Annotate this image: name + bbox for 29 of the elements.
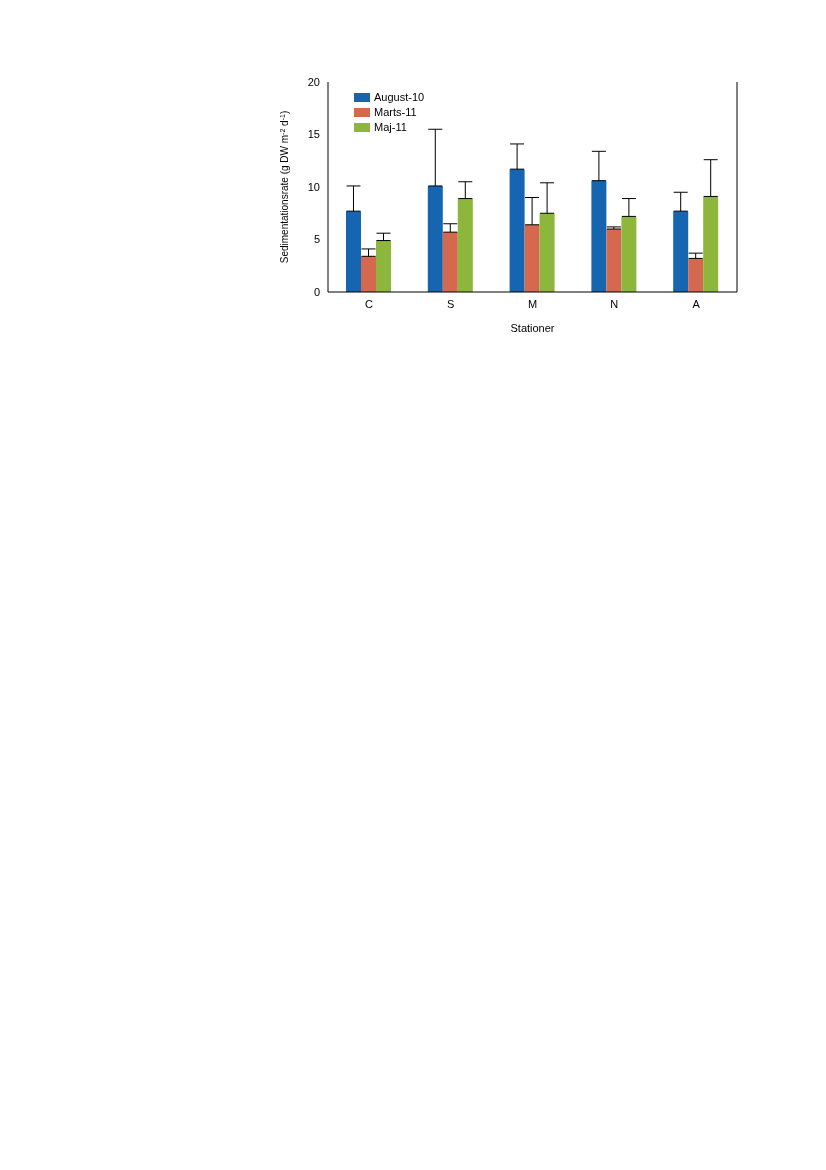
- y-tick-label: 15: [307, 128, 320, 141]
- bar: [442, 232, 458, 292]
- bar: [361, 256, 376, 292]
- y-tick-label: 10: [307, 180, 320, 193]
- y-tick-label: 5: [313, 233, 320, 246]
- bar: [591, 180, 607, 292]
- bar: [509, 169, 525, 292]
- x-tick-label: N: [610, 297, 619, 310]
- bar: [621, 216, 637, 292]
- y-tick-label: 20: [307, 75, 320, 88]
- bar: [539, 213, 555, 292]
- bar: [346, 211, 361, 292]
- bar: [703, 196, 719, 292]
- legend-label: August-10: [374, 90, 425, 105]
- x-tick-label: C: [364, 297, 373, 310]
- x-tick-label: S: [447, 297, 455, 310]
- bar: [457, 198, 473, 292]
- legend-label: Marts-11: [374, 105, 417, 120]
- y-tick-label: 0: [313, 285, 320, 298]
- bar: [688, 258, 704, 292]
- bar: [427, 185, 443, 292]
- bar: [606, 229, 622, 292]
- x-tick-label: M: [527, 297, 538, 310]
- bar: [673, 211, 689, 292]
- x-axis-title: Stationer: [510, 322, 555, 334]
- x-tick-label: A: [692, 297, 701, 310]
- bar: [376, 240, 391, 292]
- bar: [524, 224, 540, 292]
- legend-label: Maj-11: [374, 120, 407, 135]
